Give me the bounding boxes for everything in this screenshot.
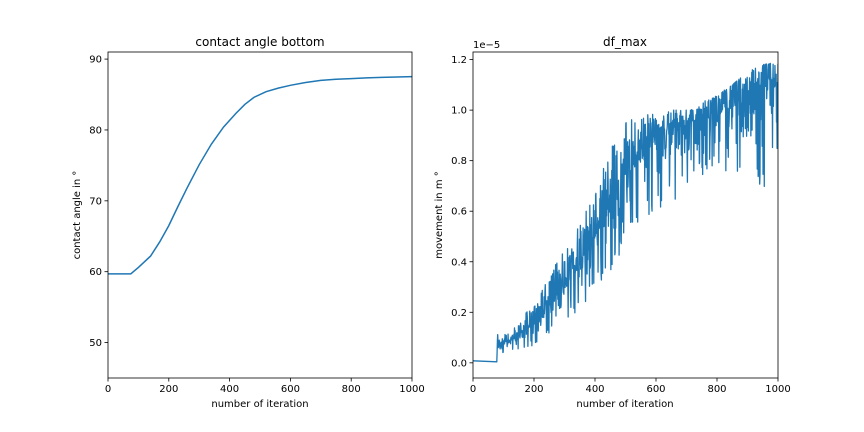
x-axis-label: number of iteration bbox=[576, 399, 673, 410]
x-tick-label: 1000 bbox=[765, 384, 790, 395]
x-tick-label: 400 bbox=[585, 384, 604, 395]
y-tick-label: 90 bbox=[89, 55, 102, 66]
chart-contact-angle: contact angle bottom 0 200 400 600 800 1000 5… bbox=[72, 35, 425, 410]
y-tick-label: 0.8 bbox=[451, 156, 467, 167]
plot-frame bbox=[107, 51, 413, 379]
chart-title: df_max bbox=[603, 35, 647, 49]
y-tick-label: 0.0 bbox=[451, 358, 467, 369]
x-tick-label: 200 bbox=[159, 384, 178, 395]
y-tick-label: 50 bbox=[89, 338, 102, 349]
y-tick-label: 1.2 bbox=[451, 55, 467, 66]
x-tick-label: 400 bbox=[220, 384, 239, 395]
x-tick-label: 200 bbox=[524, 384, 543, 395]
x-tick-label: 800 bbox=[707, 384, 726, 395]
y-tick-label: 70 bbox=[89, 196, 102, 207]
series-line bbox=[473, 62, 778, 363]
y-tick-label: 0.2 bbox=[451, 308, 467, 319]
x-tick-label: 600 bbox=[646, 384, 665, 395]
y-tick-label: 0.4 bbox=[451, 257, 467, 268]
x-tick-label: 0 bbox=[105, 384, 111, 395]
y-offset-label: 1e−5 bbox=[473, 40, 500, 51]
plot-frame bbox=[472, 51, 779, 379]
y-axis-label: movement in m ° bbox=[434, 171, 445, 258]
x-axis-label: number of iteration bbox=[211, 399, 308, 410]
y-tick-label: 1.0 bbox=[451, 106, 467, 117]
y-tick-label: 60 bbox=[89, 267, 102, 278]
y-tick-label: 0.6 bbox=[451, 207, 467, 218]
series-line bbox=[108, 75, 412, 275]
x-tick-label: 600 bbox=[281, 384, 300, 395]
x-tick-label: 800 bbox=[342, 384, 361, 395]
x-tick-label: 0 bbox=[470, 384, 476, 395]
y-tick-label: 80 bbox=[89, 125, 102, 136]
y-axis-label: contact angle in ° bbox=[72, 171, 83, 260]
chart-df-max: df_max 1e−5 0 200 400 600 800 1000 0.0 0.2 0.4 0… bbox=[434, 35, 791, 410]
x-tick-label: 1000 bbox=[399, 384, 424, 395]
chart-title: contact angle bottom bbox=[195, 35, 324, 49]
